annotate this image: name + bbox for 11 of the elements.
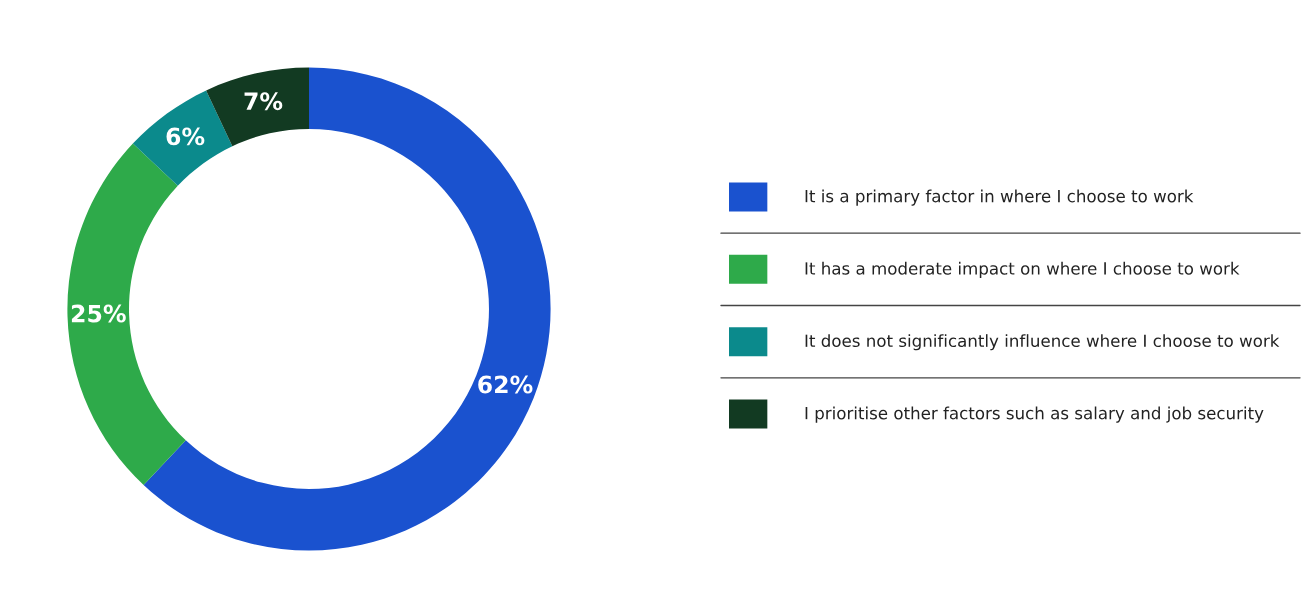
data-label: 62% xyxy=(478,375,533,394)
legend-label: It is a primary factor in where I choose to work xyxy=(805,189,1194,206)
donut-slice xyxy=(132,90,233,186)
data-label: 7% xyxy=(244,92,283,111)
data-label: 6% xyxy=(166,127,205,146)
legend-label: It has a moderate impact on where I choose to work xyxy=(805,261,1240,278)
data-label: 25% xyxy=(71,304,126,323)
donut-slice xyxy=(143,67,551,551)
legend-label: I prioritise other factors such as salary and job security xyxy=(805,406,1264,423)
donut-slice xyxy=(206,67,309,147)
legend-label: It does not significantly influence where I choose to work xyxy=(805,334,1280,351)
